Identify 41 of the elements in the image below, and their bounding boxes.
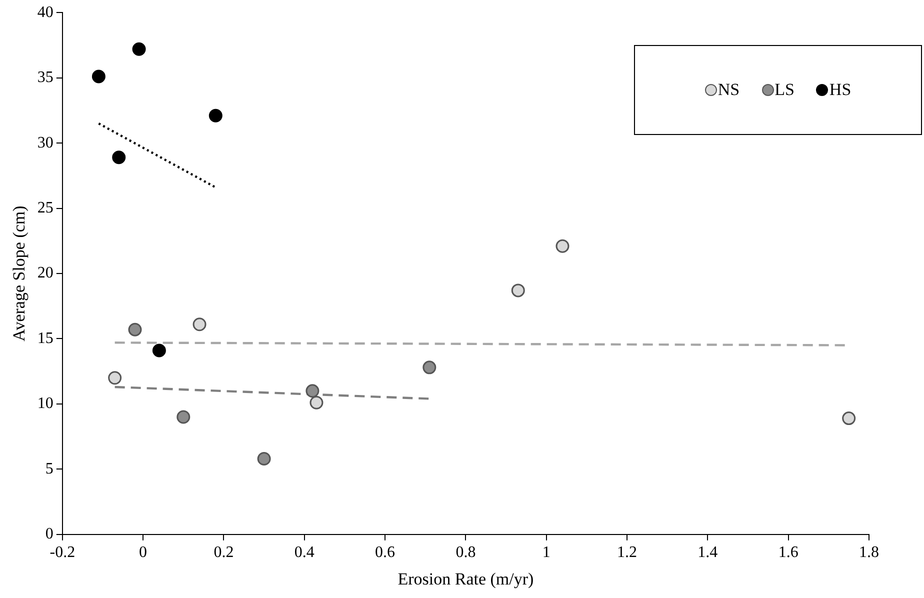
legend-label: LS (774, 80, 794, 100)
point (306, 384, 320, 398)
point (176, 410, 190, 424)
point (112, 150, 126, 164)
y-tick-label: 20 (37, 264, 54, 282)
x-tick-label: 0.2 (214, 544, 234, 562)
x-tick-label: 1.4 (698, 544, 718, 562)
legend-label: HS (829, 80, 852, 100)
point (108, 371, 122, 385)
x-tick-label: 1.6 (778, 544, 798, 562)
x-tick-label: 0.4 (294, 544, 314, 562)
x-tick-label: 1.8 (859, 544, 879, 562)
point (128, 322, 142, 336)
x-tick-label: 1.2 (617, 544, 638, 562)
y-tick-label: 35 (37, 69, 54, 86)
point (556, 239, 570, 253)
y-tick-label: 0 (45, 526, 54, 543)
x-axis-title: Erosion Rate (m/yr) (398, 569, 534, 588)
y-tick-label: 10 (37, 395, 54, 412)
point (422, 360, 436, 374)
x-tick-label: -0.2 (50, 544, 76, 562)
point (511, 284, 525, 298)
point (152, 344, 166, 358)
legend-label: NS (718, 80, 740, 100)
x-tick-label: 0.6 (375, 544, 396, 562)
y-tick-label: 5 (45, 460, 54, 478)
x-tick-label: 0 (139, 544, 148, 562)
point (92, 70, 106, 84)
point (132, 42, 146, 56)
y-tick-label: 30 (37, 134, 54, 152)
y-tick-label: 40 (37, 4, 54, 21)
x-tick-label: 1 (542, 544, 550, 562)
y-tick-label: 25 (37, 199, 54, 216)
point (208, 108, 222, 122)
point (192, 318, 206, 332)
point (257, 452, 271, 466)
y-axis-title: Average Slope (cm) (10, 206, 29, 342)
x-tick-label: 0.8 (456, 544, 476, 562)
point (310, 396, 324, 410)
point (842, 412, 856, 426)
y-tick-label: 15 (37, 330, 54, 347)
